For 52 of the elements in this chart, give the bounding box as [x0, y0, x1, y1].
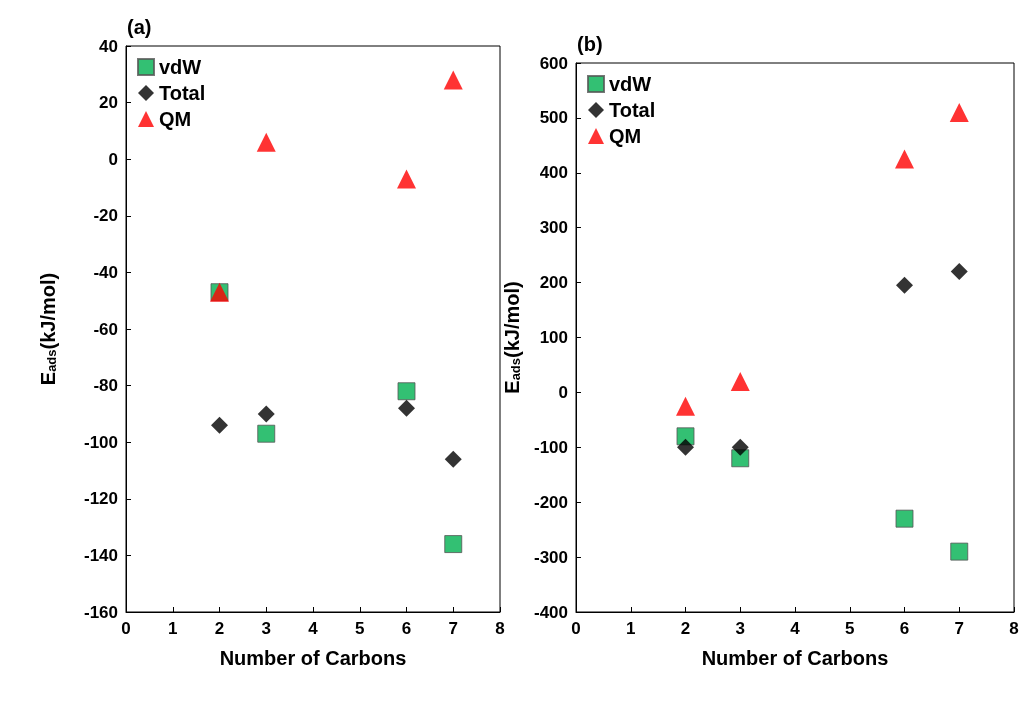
x-tick-label: 2 — [680, 619, 691, 638]
y-tick-label: 100 — [539, 328, 568, 347]
x-tick-label: 7 — [448, 619, 458, 638]
chart-title: (a) — [127, 16, 152, 38]
legend-label: vdW — [159, 56, 202, 78]
y-tick-label: 0 — [558, 382, 568, 402]
y-tick-label: -20 — [93, 206, 118, 226]
x-axis-title: Number of Carbons — [219, 647, 407, 669]
x-tick-label: 7 — [954, 619, 964, 638]
y-tick-label: -100 — [533, 437, 568, 457]
x-tick-label: 3 — [261, 619, 271, 638]
x-tick-label: 5 — [845, 619, 855, 638]
y-tick-label: -60 — [93, 319, 118, 339]
y-tick-label: -300 — [533, 547, 568, 567]
y-tick-label: -120 — [83, 489, 118, 509]
x-tick-label: 1 — [626, 619, 636, 638]
legend-label: QM — [609, 125, 642, 147]
y-tick-label: 40 — [99, 36, 118, 56]
y-tick-label: 600 — [539, 53, 568, 73]
y-tick-label: -80 — [93, 376, 118, 396]
legend-label: QM — [159, 108, 192, 130]
x-tick-label: 4 — [790, 619, 801, 638]
y-tick-label: -140 — [83, 545, 118, 565]
x-tick-label: 2 — [214, 619, 225, 638]
y-tick-label: -200 — [533, 492, 568, 512]
x-tick-label: 5 — [355, 619, 365, 638]
y-axis-title: Eads(kJ/mol) — [36, 272, 59, 386]
y-tick-label: 500 — [539, 108, 568, 128]
x-tick-label: 0 — [571, 619, 581, 638]
y-tick-label: -40 — [93, 262, 118, 282]
x-tick-label: 6 — [899, 619, 910, 638]
y-axis-title: Eads(kJ/mol) — [500, 281, 523, 394]
x-tick-label: 8 — [495, 619, 505, 638]
x-tick-label: 3 — [735, 619, 745, 638]
y-tick-label: 300 — [539, 218, 568, 238]
y-tick-label: 400 — [539, 163, 568, 183]
legend-label: Total — [609, 99, 656, 121]
y-tick-label: 0 — [108, 149, 118, 169]
y-tick-label: -160 — [83, 602, 118, 622]
legend-label: Total — [159, 82, 206, 104]
y-tick-label: 200 — [539, 273, 568, 293]
x-tick-label: 6 — [401, 619, 412, 638]
x-tick-label: 8 — [1009, 619, 1019, 638]
y-tick-label: -100 — [83, 432, 118, 452]
legend-label: vdW — [609, 73, 652, 95]
chart-title: (b) — [577, 33, 603, 55]
y-tick-label: 20 — [99, 93, 118, 113]
y-tick-label: -400 — [533, 602, 568, 622]
x-tick-label: 1 — [168, 619, 178, 638]
x-axis-title: Number of Carbons — [701, 647, 889, 669]
x-tick-label: 0 — [121, 619, 131, 638]
x-tick-label: 4 — [308, 619, 319, 638]
